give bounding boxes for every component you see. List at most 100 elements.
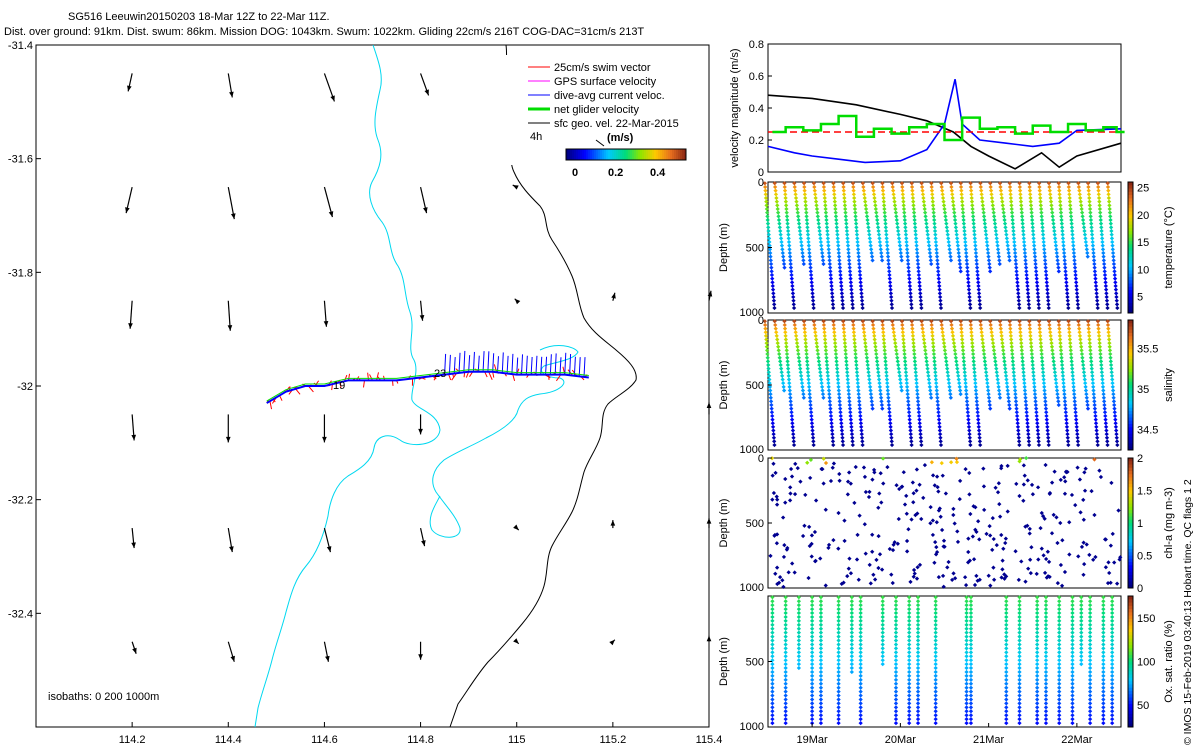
section-colorbar-frame	[1127, 319, 1134, 451]
section-dot	[1058, 199, 1063, 204]
section-dot	[976, 280, 981, 285]
velocity-ticks: 00.20.40.60.8	[749, 39, 772, 179]
section-dot	[1093, 421, 1099, 426]
section-dot	[810, 709, 815, 714]
section-dot	[764, 199, 769, 204]
section-dot	[1043, 673, 1049, 679]
section-dot	[830, 432, 835, 437]
section-dot	[792, 322, 797, 328]
section-dot	[800, 250, 805, 256]
section-dot	[856, 258, 862, 263]
section-dot	[890, 547, 896, 553]
section-dot	[933, 599, 938, 604]
velocity-ytick-label: 0.4	[749, 103, 764, 115]
section-colorbar-cell	[1128, 339, 1133, 344]
section-dot	[772, 532, 778, 538]
section-dot	[1021, 498, 1026, 503]
sfc-vector	[131, 528, 136, 549]
section-dot	[1061, 384, 1066, 389]
section-dot	[1058, 203, 1063, 208]
section-dot	[905, 549, 910, 554]
section-dot	[933, 705, 938, 710]
section-dot	[810, 661, 815, 667]
section-dot	[1073, 413, 1079, 419]
section-dot	[923, 217, 929, 223]
section-dot	[1087, 337, 1092, 342]
section-colorbar-cell	[1128, 211, 1133, 216]
section-dot	[887, 276, 892, 281]
section-dot	[1087, 634, 1093, 639]
section-dot	[1114, 439, 1120, 444]
section-dot	[1090, 377, 1095, 382]
section-dot	[1050, 217, 1056, 223]
section-dot	[1063, 402, 1068, 408]
section-dot	[1017, 184, 1022, 190]
section-dot	[1079, 344, 1084, 349]
section-dot	[1025, 424, 1030, 429]
section-dot	[1034, 280, 1040, 285]
section-dot	[885, 250, 890, 256]
section-dot	[1036, 302, 1041, 307]
section-dot	[953, 355, 958, 360]
section-dot	[1098, 355, 1103, 360]
section-dot	[902, 210, 907, 215]
section-dot	[799, 381, 805, 386]
section-dot	[938, 305, 944, 311]
section-dot	[783, 614, 788, 620]
section-dot	[786, 366, 791, 371]
section-dot	[933, 697, 938, 702]
section-dot	[1043, 630, 1049, 635]
section-dot	[1070, 681, 1075, 686]
section-dot	[952, 521, 957, 526]
section-dot	[1023, 254, 1028, 259]
colorbar-cell	[670, 149, 673, 160]
section-dot	[1054, 388, 1060, 393]
section-dot	[955, 529, 960, 534]
section-dot	[1020, 225, 1026, 230]
section-dot	[940, 188, 945, 193]
section-dot	[776, 344, 781, 349]
section-colorbar-cell	[1128, 575, 1133, 579]
section-dot	[957, 381, 962, 386]
section-dot	[1048, 333, 1053, 338]
section-dot	[826, 384, 831, 389]
section-dot	[1043, 642, 1049, 647]
section-dot	[1034, 410, 1039, 415]
section-dot	[1004, 646, 1009, 651]
section-dot	[1070, 377, 1076, 382]
section-dot	[991, 536, 996, 542]
section-dot	[915, 599, 921, 604]
section-dot	[1011, 232, 1016, 237]
section-dot	[968, 689, 974, 694]
section-dot	[1112, 410, 1117, 415]
section-dot	[964, 388, 969, 393]
section-dot	[1017, 442, 1022, 448]
section-colorbar-cell	[1128, 437, 1133, 441]
section-dot	[931, 348, 936, 353]
section-dot	[881, 341, 887, 346]
section-dot	[1035, 654, 1040, 659]
section-dot	[900, 330, 905, 335]
section-dot	[964, 697, 969, 702]
section-dot	[836, 713, 841, 718]
section-dot	[773, 326, 778, 331]
section-dot	[1087, 697, 1093, 702]
section-dot	[814, 337, 819, 342]
section-dot	[1097, 468, 1102, 473]
section-dot	[977, 537, 982, 542]
section-dot	[1101, 614, 1106, 620]
section-dot	[1018, 333, 1023, 338]
colorbar-cell	[656, 149, 659, 160]
section-dot	[774, 330, 779, 335]
map-ytick-label: -32.2	[8, 495, 33, 507]
section-dot	[836, 599, 841, 604]
section-dot	[836, 247, 841, 252]
section-dot	[933, 239, 939, 245]
sfc-vector	[513, 524, 520, 531]
section-dot	[999, 192, 1004, 197]
section-dot	[854, 359, 859, 364]
section-dot	[960, 206, 965, 212]
section-dot	[938, 298, 943, 303]
section-dot	[1030, 492, 1036, 497]
section-dot	[1074, 291, 1080, 296]
